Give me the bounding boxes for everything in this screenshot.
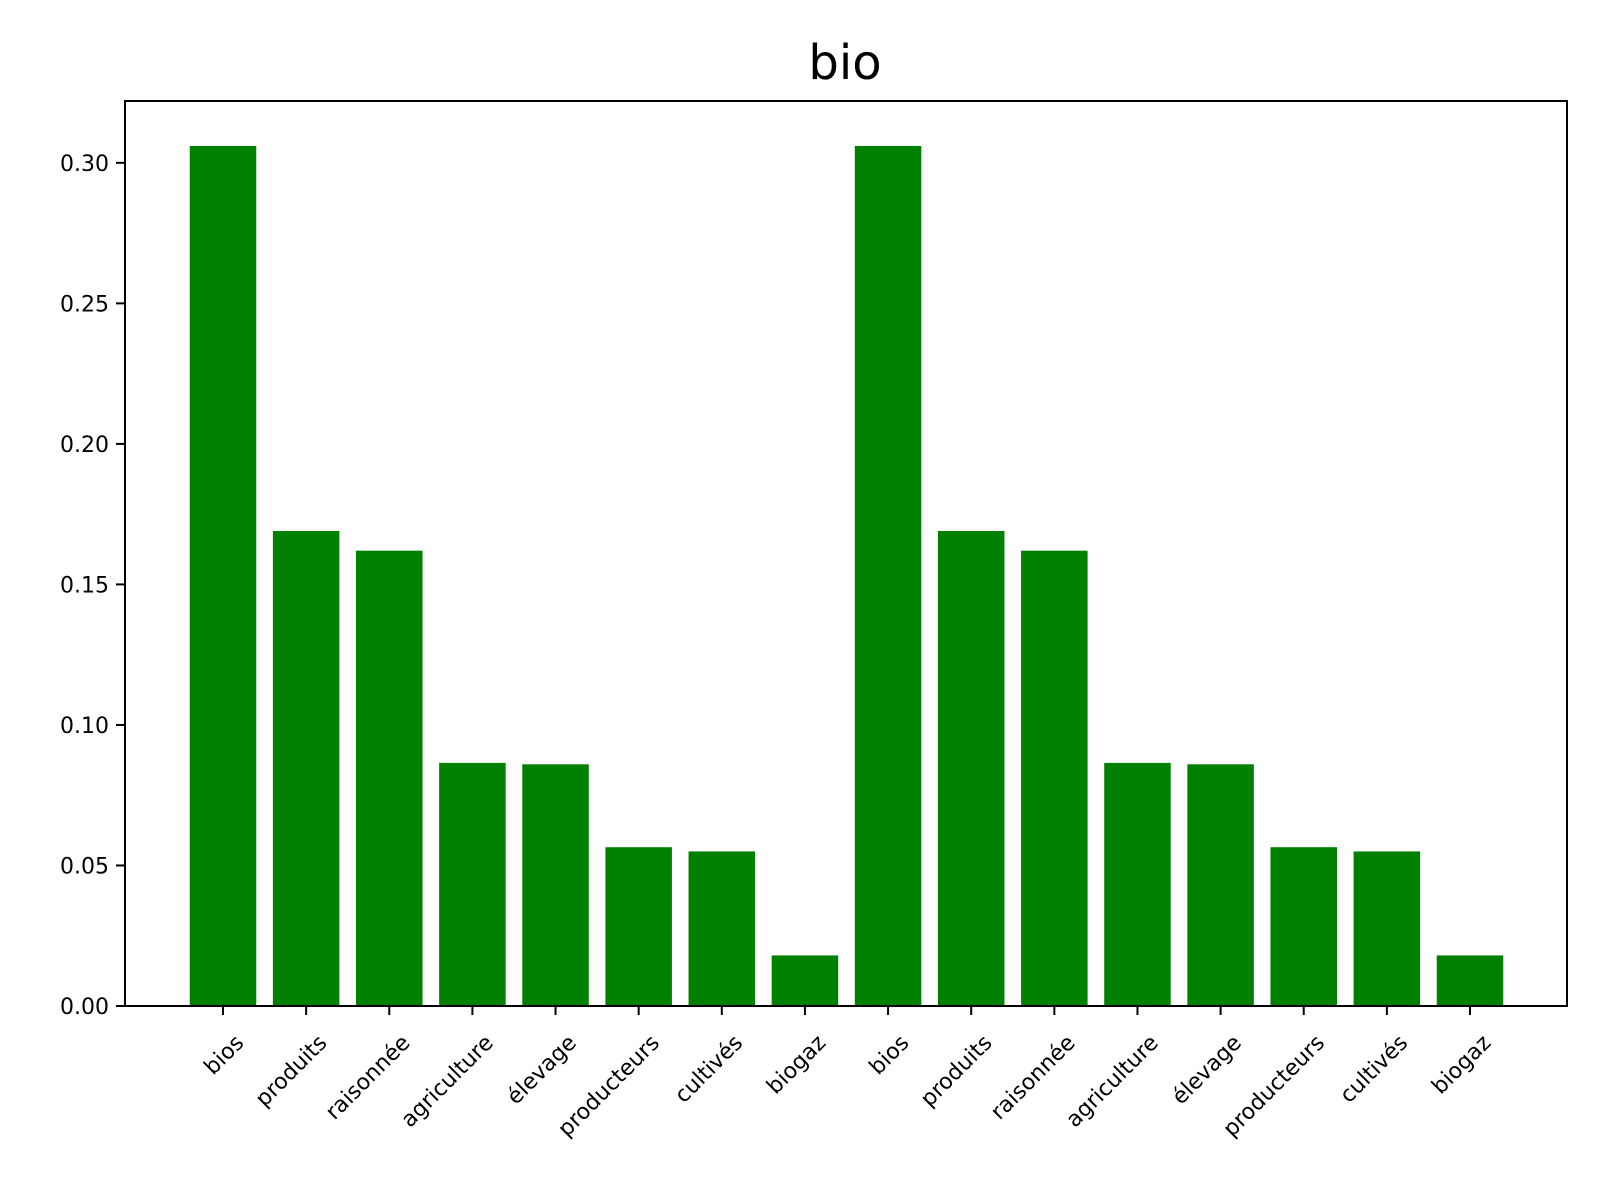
plot-frame — [124, 100, 1568, 1007]
y-tick-label-6: 0.30 — [60, 152, 109, 177]
bar-3 — [439, 762, 506, 1006]
bar-10 — [1021, 550, 1088, 1006]
y-tick-label-5: 0.25 — [60, 292, 109, 317]
bar-6 — [688, 851, 756, 1006]
bar-15 — [1436, 955, 1504, 1006]
chart-title: bio — [808, 35, 881, 91]
x-tick-label-7: biogaz — [762, 1031, 831, 1100]
bar-0 — [189, 145, 257, 1007]
bar-11 — [1104, 762, 1171, 1006]
x-tick-label-0: bios — [200, 1031, 249, 1080]
x-tick-label-6: cultivés — [670, 1031, 748, 1109]
bars — [189, 145, 1504, 1007]
x-tick-label-12: élevage — [1168, 1031, 1247, 1110]
y-tick-label-2: 0.10 — [60, 714, 109, 739]
y-axis: 0.00 0.05 0.10 0.15 0.20 0.25 0.30 — [60, 152, 125, 1020]
bar-1 — [272, 531, 340, 1006]
bar-2 — [356, 550, 423, 1006]
bar-7 — [771, 955, 839, 1006]
bar-12 — [1187, 764, 1254, 1006]
bar-4 — [522, 764, 589, 1006]
bar-13 — [1270, 847, 1337, 1006]
y-tick-label-4: 0.20 — [60, 433, 109, 458]
y-tick-label-0: 0.00 — [60, 995, 109, 1020]
bar-8 — [854, 145, 922, 1007]
y-tick-label-1: 0.05 — [60, 854, 109, 879]
x-tick-label-14: cultivés — [1335, 1031, 1413, 1109]
x-tick-label-15: biogaz — [1427, 1031, 1496, 1100]
bar-5 — [605, 847, 672, 1006]
x-tick-label-4: élevage — [502, 1031, 581, 1110]
y-tick-label-3: 0.15 — [60, 573, 109, 598]
bar-9 — [937, 531, 1005, 1006]
x-tick-label-8: bios — [865, 1031, 914, 1080]
x-tick-label-9: produits — [916, 1031, 997, 1112]
x-tick-label-1: produits — [251, 1031, 332, 1112]
bar-14 — [1353, 851, 1421, 1006]
